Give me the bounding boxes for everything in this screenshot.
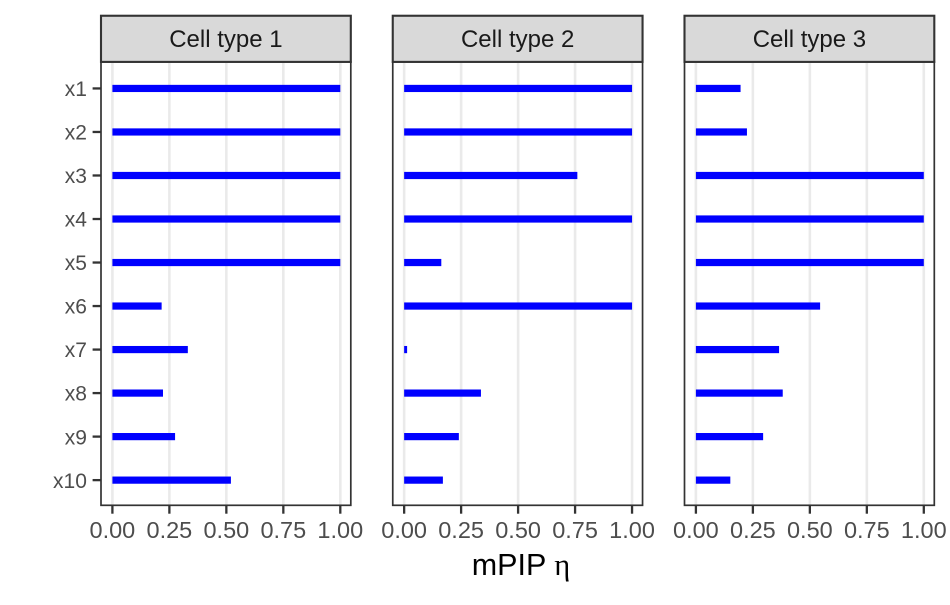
svg-text:x4: x4 (65, 209, 88, 232)
svg-text:Cell type 1: Cell type 1 (169, 26, 282, 53)
svg-text:1.00: 1.00 (609, 517, 655, 543)
svg-text:x1: x1 (65, 78, 87, 101)
svg-text:0.00: 0.00 (381, 517, 427, 543)
svg-text:x6: x6 (65, 296, 87, 319)
svg-text:0.75: 0.75 (552, 517, 598, 543)
svg-text:0.75: 0.75 (260, 517, 306, 543)
svg-text:x3: x3 (65, 165, 87, 188)
svg-text:0.25: 0.25 (438, 517, 484, 543)
svg-text:0.75: 0.75 (844, 517, 890, 543)
svg-text:0.50: 0.50 (495, 517, 541, 543)
svg-text:0.00: 0.00 (673, 517, 719, 543)
svg-text:x5: x5 (65, 252, 87, 275)
svg-text:0.50: 0.50 (787, 517, 833, 543)
svg-text:1.00: 1.00 (901, 517, 947, 543)
svg-text:x10: x10 (53, 470, 87, 493)
svg-text:0.00: 0.00 (90, 517, 136, 543)
svg-text:1.00: 1.00 (317, 517, 363, 543)
svg-text:Cell type 2: Cell type 2 (461, 26, 574, 53)
svg-text:0.25: 0.25 (147, 517, 193, 543)
svg-text:x2: x2 (65, 122, 87, 145)
svg-text:x7: x7 (65, 339, 87, 362)
svg-text:x9: x9 (65, 426, 87, 449)
svg-text:Cell type 3: Cell type 3 (753, 26, 866, 53)
svg-text:0.50: 0.50 (203, 517, 249, 543)
svg-text:x8: x8 (65, 383, 87, 406)
svg-text:mPIP η: mPIP η (472, 548, 570, 582)
svg-text:0.25: 0.25 (730, 517, 776, 543)
